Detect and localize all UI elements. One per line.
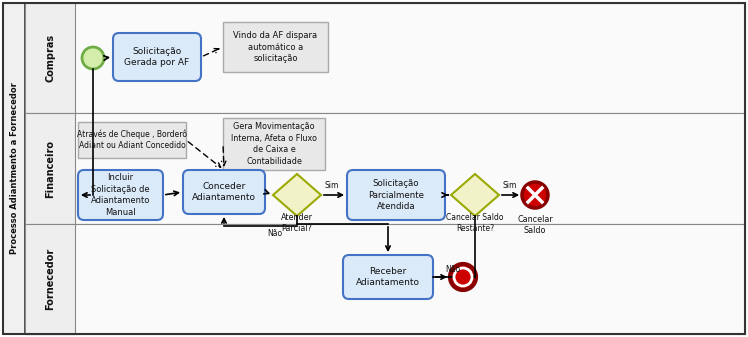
- Text: Financeiro: Financeiro: [45, 140, 55, 197]
- Bar: [3, 3, 25, 334]
- Text: Incluir
Solicitação de
Adiantamento
Manual: Incluir Solicitação de Adiantamento Manu…: [91, 173, 150, 217]
- Circle shape: [522, 182, 548, 208]
- Text: Conceder
Adiantamento: Conceder Adiantamento: [192, 182, 256, 202]
- Text: Não: Não: [267, 229, 282, 238]
- Text: Receber
Adiantamento: Receber Adiantamento: [356, 267, 420, 287]
- FancyBboxPatch shape: [343, 255, 433, 299]
- Bar: [25, 224, 745, 334]
- Text: Processo Adiantmento a Fornecedor: Processo Adiantmento a Fornecedor: [10, 83, 19, 254]
- Bar: [25, 224, 75, 334]
- Bar: [223, 22, 328, 72]
- Bar: [25, 113, 75, 224]
- Polygon shape: [273, 174, 321, 216]
- Text: Solicitação
Parcialmente
Atendida: Solicitação Parcialmente Atendida: [368, 179, 424, 211]
- Bar: [25, 3, 75, 113]
- Bar: [223, 118, 325, 170]
- FancyBboxPatch shape: [347, 170, 445, 220]
- Circle shape: [82, 47, 104, 69]
- Text: Sim: Sim: [503, 181, 518, 190]
- Bar: [25, 113, 745, 224]
- Circle shape: [450, 264, 476, 290]
- Text: Gera Movimentação
Interna, Afeta o Fluxo
de Caixa e
Contabilidade: Gera Movimentação Interna, Afeta o Fluxo…: [231, 122, 317, 166]
- Text: Compras: Compras: [45, 34, 55, 82]
- Text: Solicitação
Gerada por AF: Solicitação Gerada por AF: [124, 47, 189, 67]
- Bar: [78, 122, 186, 158]
- Text: Através de Cheque , Borderô
Adiant ou Adiant Concedido: Através de Cheque , Borderô Adiant ou Ad…: [77, 129, 187, 151]
- Circle shape: [454, 268, 472, 286]
- Text: Cancelar Saldo
Restante?: Cancelar Saldo Restante?: [447, 213, 503, 233]
- Text: Cancelar
Saldo: Cancelar Saldo: [517, 215, 553, 236]
- Text: Sim: Sim: [325, 181, 340, 190]
- FancyBboxPatch shape: [183, 170, 265, 214]
- FancyBboxPatch shape: [113, 33, 201, 81]
- FancyBboxPatch shape: [78, 170, 163, 220]
- Text: Atender
Parcial?: Atender Parcial?: [281, 213, 313, 233]
- Text: Não: Não: [445, 265, 460, 274]
- Bar: [25, 3, 745, 113]
- Text: Fornecedor: Fornecedor: [45, 248, 55, 310]
- Polygon shape: [451, 174, 499, 216]
- Text: Vindo da AF dispara
automático a
solicitação: Vindo da AF dispara automático a solicit…: [233, 31, 318, 63]
